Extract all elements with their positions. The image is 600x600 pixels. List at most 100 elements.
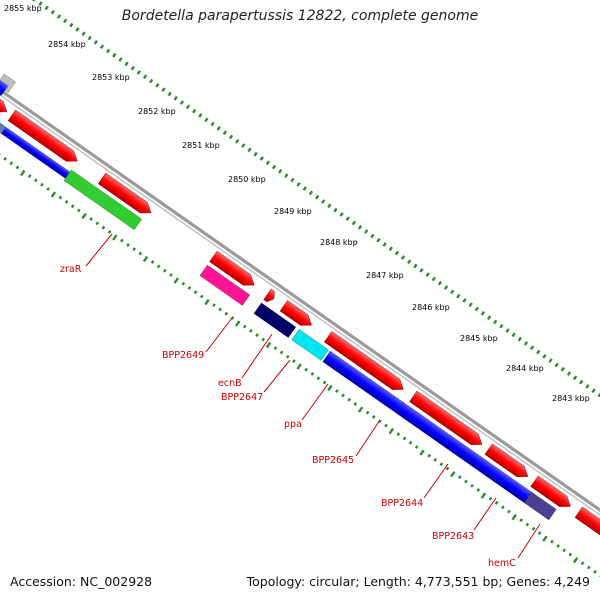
gene-leader-line <box>301 383 329 421</box>
ruler-dot <box>44 5 49 11</box>
track-dot <box>101 225 106 230</box>
track-dot <box>3 156 7 161</box>
track-dot <box>156 264 161 269</box>
ruler-label: 2855 kbp <box>4 4 42 13</box>
track-dot <box>112 234 118 241</box>
track-dot <box>310 372 315 376</box>
ruler-dot <box>228 134 234 140</box>
track-dot <box>507 509 511 514</box>
track-dot <box>371 415 376 419</box>
ruler-dot <box>32 0 36 2</box>
ruler-dot <box>222 130 228 135</box>
track-dot <box>450 470 456 478</box>
ruler-dot <box>50 9 55 15</box>
ruler-label: 2851 kbp <box>182 141 220 150</box>
track-dot <box>556 544 560 548</box>
ruler-dot <box>511 332 516 338</box>
genome-summary-text: Topology: circular; Length: 4,773,551 bp… <box>246 574 590 589</box>
ruler-dot <box>69 22 74 28</box>
gene-leader-line <box>423 463 449 499</box>
ruler-dot <box>345 216 350 222</box>
track-dot <box>476 488 481 492</box>
track-dot <box>316 376 321 381</box>
track-dot <box>414 445 419 449</box>
genome-backbone <box>0 88 600 516</box>
ruler-dot <box>198 113 203 118</box>
track-dot <box>433 458 438 462</box>
ruler-dot <box>284 173 289 179</box>
cds-arrow <box>324 331 404 390</box>
track-dot <box>347 397 352 402</box>
ruler-dot <box>118 57 123 62</box>
track-dot <box>255 333 259 338</box>
ruler-dot <box>407 259 412 265</box>
cds-arrow <box>574 506 600 553</box>
gene-block-green <box>63 169 143 231</box>
ruler-labels: 2855 kbp 2854 kbp 2853 kbp 2852 kbp 2851 kbp… <box>4 4 590 403</box>
ruler-dot <box>437 280 443 286</box>
track-dot <box>150 260 155 265</box>
track-dot <box>173 277 180 284</box>
track-dot <box>261 337 266 342</box>
track-dot <box>408 440 413 445</box>
cds-arrow <box>279 300 312 326</box>
track-dot <box>193 290 198 295</box>
track-dot <box>542 535 548 542</box>
gene-leader-line <box>517 523 541 559</box>
ruler-dot <box>400 255 406 260</box>
track-dot <box>169 273 173 277</box>
track-dot <box>388 427 395 435</box>
track-dot <box>445 466 450 471</box>
track-dot <box>470 483 474 488</box>
map-title: Bordetella parapertussis 12822, complete… <box>121 8 479 24</box>
gene-label: ppa <box>284 419 302 430</box>
ruler-dot <box>382 242 387 247</box>
ruler-dot <box>456 293 461 299</box>
ruler-dot <box>290 177 295 183</box>
gene-leader-line <box>263 359 291 393</box>
ruler-dot <box>259 156 264 161</box>
ruler-dot <box>333 207 338 213</box>
track-dot <box>296 363 302 370</box>
track-dot <box>273 346 278 351</box>
ruler-dot <box>560 366 565 372</box>
track-dot <box>550 539 554 544</box>
ruler-dot <box>130 65 135 71</box>
ruler-dot <box>450 289 455 295</box>
track-dot <box>378 419 382 424</box>
ruler-dot <box>308 190 314 196</box>
track-dot <box>142 255 149 263</box>
track-dot <box>212 303 216 308</box>
ruler-dot <box>142 74 148 80</box>
ruler-label: 2847 kbp <box>366 271 404 280</box>
track-dot <box>537 531 542 535</box>
track-dot <box>224 311 229 316</box>
gene-label: ecnB <box>218 378 242 389</box>
track-dot <box>132 247 136 252</box>
ruler-dot <box>486 315 492 320</box>
track-dot <box>126 242 130 247</box>
track-dot <box>580 561 585 566</box>
ruler-dot <box>364 229 369 234</box>
ruler-dot <box>591 388 596 394</box>
ruler-ticks <box>0 0 600 578</box>
gene-leader-line <box>205 317 233 353</box>
ruler-dot <box>56 14 62 19</box>
track-dot <box>365 410 370 415</box>
track-dot <box>199 294 204 299</box>
ruler-label: 2845 kbp <box>460 334 498 343</box>
track-dot <box>500 505 505 510</box>
ruler-dot <box>572 375 578 381</box>
ruler-dot <box>499 323 504 329</box>
track-dot <box>531 526 536 531</box>
track-dot <box>81 212 87 220</box>
track-dot <box>187 285 192 290</box>
track-dot <box>419 449 425 456</box>
track-dot <box>384 423 388 428</box>
track-dot <box>292 359 296 363</box>
gene-label: zraR <box>60 264 82 275</box>
ruler-dot <box>388 246 393 252</box>
track-dot <box>15 165 20 170</box>
ruler-dot <box>204 117 209 123</box>
